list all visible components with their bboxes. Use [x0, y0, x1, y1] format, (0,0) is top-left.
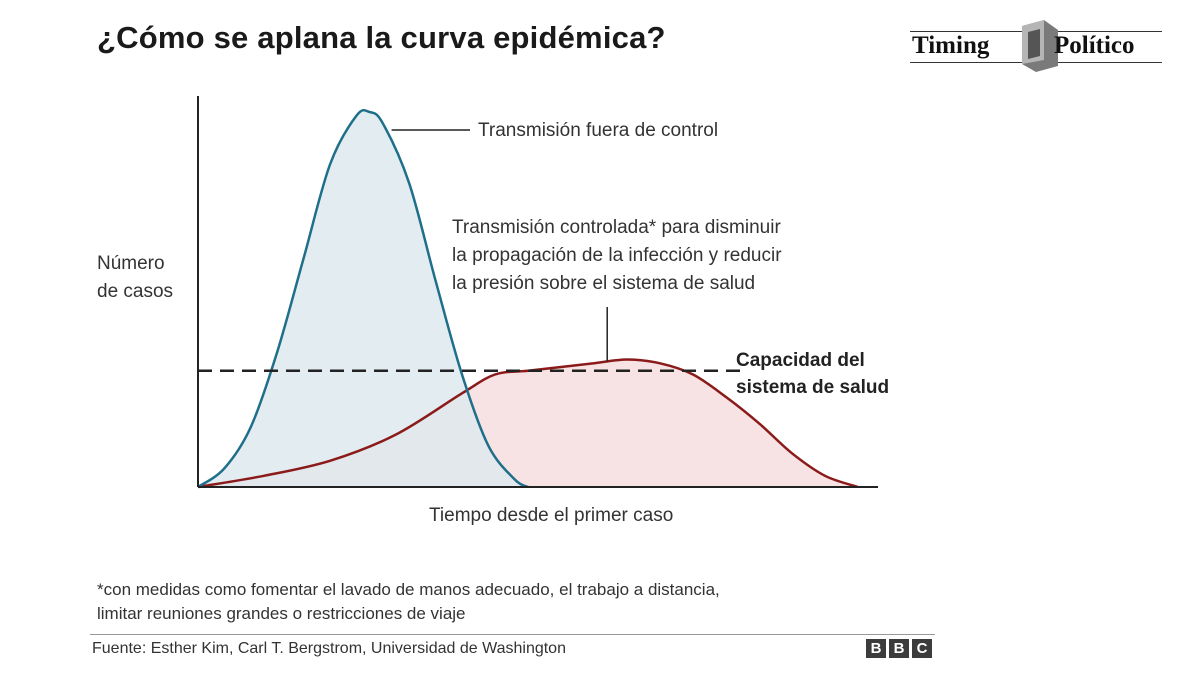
y-axis-label: Número de casos [97, 250, 173, 306]
x-axis-label: Tiempo desde el primer caso [429, 505, 674, 526]
y-axis-label-line-1: Número [97, 253, 165, 274]
capacity-label: Capacidad del sistema de salud [736, 347, 889, 401]
logo-word-politico: Político [1054, 32, 1135, 59]
controlled-curve [197, 358, 859, 489]
capacity-label-line-1: Capacidad del [736, 350, 865, 371]
controlled-annotation-line-2: la propagación de la infección y reducir [452, 245, 782, 266]
logo-word-timing: Timing [912, 32, 990, 59]
footnote-line-2: limitar reuniones grandes o restriccione… [97, 604, 466, 623]
controlled-annotation-line-1: Transmisión controlada* para disminuir [452, 217, 781, 238]
capacity-label-line-2: sistema de salud [736, 377, 890, 398]
bbc-logo-letter-2: B [889, 639, 909, 658]
bbc-logo-letter-3: C [912, 639, 932, 658]
controlled-annotation-line-3: la presión sobre el sistema de salud [452, 273, 756, 294]
controlled-annotation: Transmisión controlada* para disminuir l… [452, 214, 892, 298]
footnote-line-1: *con medidas como fomentar el lavado de … [97, 580, 720, 599]
y-axis-label-line-2: de casos [97, 281, 174, 302]
footnote: *con medidas como fomentar el lavado de … [97, 578, 720, 626]
uncontrolled-curve [197, 108, 529, 489]
timing-politico-logo: Timing Político [908, 20, 1164, 72]
source-text: Fuente: Esther Kim, Carl T. Bergstrom, U… [92, 640, 566, 657]
uncontrolled-annotation: Transmisión fuera de control [478, 120, 719, 141]
bbc-logo: B B C [866, 639, 932, 658]
uncontrolled-area [198, 110, 528, 488]
logo-emblem-icon [1022, 20, 1058, 72]
bbc-logo-letter-1: B [866, 639, 886, 658]
chart-title: ¿Cómo se aplana la curva epidémica? [97, 20, 666, 55]
source-divider [90, 634, 935, 635]
